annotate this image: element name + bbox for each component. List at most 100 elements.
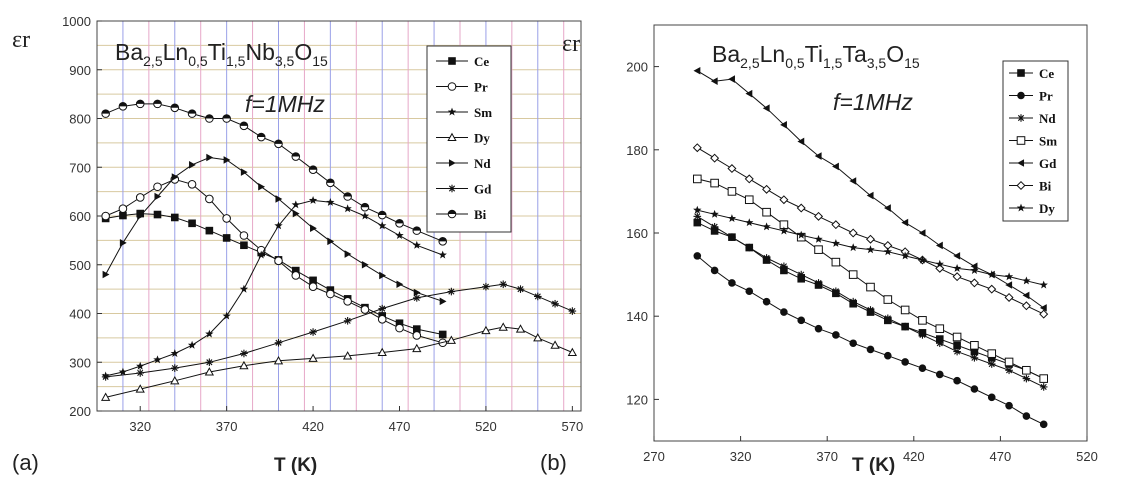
series-nd: [693, 212, 1048, 391]
data-point-dy: [308, 353, 318, 362]
data-point-bi: [1004, 292, 1014, 302]
panel-a-ticks: 200 300 400 500 600 700 800 900 1000 320 370 420 470…: [62, 14, 583, 434]
data-point-gd: [953, 252, 961, 260]
data-point-nd: [935, 339, 944, 348]
data-point-nd: [379, 271, 387, 280]
data-point-sm: [395, 231, 404, 239]
data-point-gd: [710, 77, 718, 85]
data-point-dy: [952, 264, 962, 272]
data-point-sm: [866, 282, 875, 292]
legend-marker: [447, 132, 457, 142]
data-point-pr: [326, 289, 335, 299]
legend-label: Ce: [1039, 66, 1054, 81]
data-point-dy: [481, 325, 491, 335]
data-point-nd: [310, 224, 317, 232]
legend-item-dy: Dy: [1009, 201, 1055, 216]
legend-item-gd: Gd: [1009, 156, 1057, 171]
data-point-gd: [1005, 281, 1013, 289]
data-point-gd: [728, 75, 735, 83]
panel-a-xlabel: T (K): [274, 455, 317, 476]
data-point-ce: [970, 347, 979, 356]
data-point-ce: [136, 209, 145, 218]
y-tick-label: 600: [69, 209, 91, 224]
data-point-nd: [884, 314, 892, 323]
data-point-bi: [727, 164, 737, 174]
data-point-sm: [744, 195, 754, 205]
data-point-bi: [1021, 301, 1031, 311]
series-bi: [101, 99, 448, 246]
data-point-nd: [970, 354, 979, 362]
data-point-pr: [780, 308, 788, 316]
panel-a-legend: Ce Pr Sm Dy Nd Gd Bi: [426, 45, 512, 233]
data-point-nd: [762, 254, 771, 262]
data-point-sm: [187, 340, 197, 349]
data-point-nd: [240, 168, 248, 176]
series-bi: [692, 143, 1049, 319]
data-point-gd: [918, 229, 926, 237]
data-point-dy: [342, 351, 353, 360]
data-point-ce: [291, 266, 300, 275]
data-point-ce: [119, 211, 127, 220]
y-tick-label: 300: [69, 355, 91, 370]
y-tick-label: 180: [626, 143, 648, 158]
y-tick-label: 400: [69, 307, 91, 322]
data-point-nd: [987, 360, 996, 368]
legend-marker: [1016, 180, 1026, 191]
data-point-bi: [274, 139, 283, 149]
data-point-nd: [849, 297, 857, 306]
data-point-pr: [970, 385, 979, 393]
panel-b-series: [692, 66, 1049, 429]
data-point-pr: [239, 231, 249, 240]
data-point-pr: [953, 376, 961, 385]
data-point-sm: [970, 341, 979, 350]
data-point-gd: [693, 66, 701, 75]
data-point-bi: [1039, 309, 1049, 319]
data-point-nd: [832, 287, 840, 296]
data-point-gd: [1022, 291, 1030, 300]
data-point-nd: [866, 306, 875, 314]
data-point-pr: [395, 323, 404, 333]
legend-marker: [1017, 114, 1025, 122]
data-point-ce: [222, 234, 231, 242]
data-point-ce: [153, 210, 162, 219]
data-point-nd: [258, 182, 266, 191]
legend-item-pr: Pr: [1009, 89, 1053, 104]
data-point-dy: [239, 360, 249, 370]
data-point-dy: [918, 255, 927, 264]
data-point-dy: [814, 234, 823, 243]
series-sm: [693, 174, 1049, 383]
data-point-nd: [137, 212, 145, 220]
data-point-pr: [710, 266, 719, 275]
data-point-pr: [153, 182, 162, 192]
data-point-pr: [274, 256, 283, 266]
data-point-dy: [901, 251, 910, 260]
data-point-dy: [745, 218, 754, 227]
data-point-dy: [550, 340, 560, 349]
data-point-pr: [901, 358, 909, 366]
data-point-dy: [727, 214, 737, 222]
data-point-pr: [1039, 420, 1048, 429]
data-point-bi: [187, 109, 197, 118]
data-point-ce: [395, 319, 404, 328]
data-point-sm: [222, 311, 231, 320]
data-point-gd: [780, 121, 787, 129]
data-point-nd: [275, 195, 283, 203]
data-point-gd: [170, 364, 179, 372]
data-point-gd: [516, 285, 525, 293]
data-point-nd: [413, 288, 421, 297]
y-tick-label: 120: [626, 392, 648, 407]
data-point-nd: [171, 173, 179, 181]
legend-item-sm: Sm: [436, 105, 492, 120]
data-point-sm: [727, 187, 737, 196]
y-tick-label: 140: [626, 309, 648, 324]
data-point-sm: [710, 178, 719, 188]
data-point-nd: [710, 222, 719, 231]
data-point-gd: [797, 137, 805, 146]
data-point-gd: [551, 299, 559, 308]
data-point-sm: [239, 284, 249, 293]
data-point-pr: [745, 287, 754, 296]
legend-item-bi: Bi: [436, 207, 487, 222]
data-point-nd: [1022, 374, 1031, 383]
legend-item-sm: Sm: [1009, 134, 1057, 149]
